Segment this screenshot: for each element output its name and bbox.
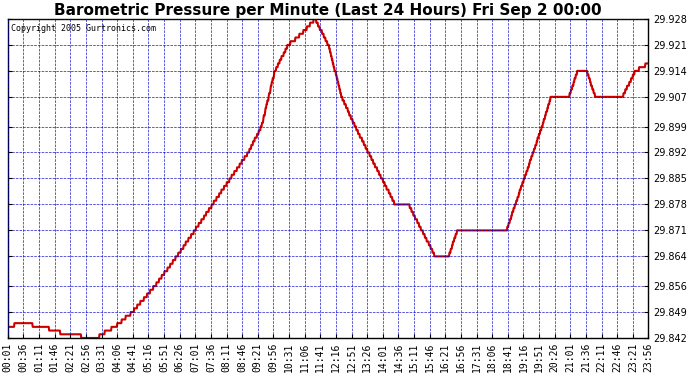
Title: Barometric Pressure per Minute (Last 24 Hours) Fri Sep 2 00:00: Barometric Pressure per Minute (Last 24 … xyxy=(55,3,602,18)
Text: Copyright 2005 Gurtronics.com: Copyright 2005 Gurtronics.com xyxy=(11,24,156,33)
